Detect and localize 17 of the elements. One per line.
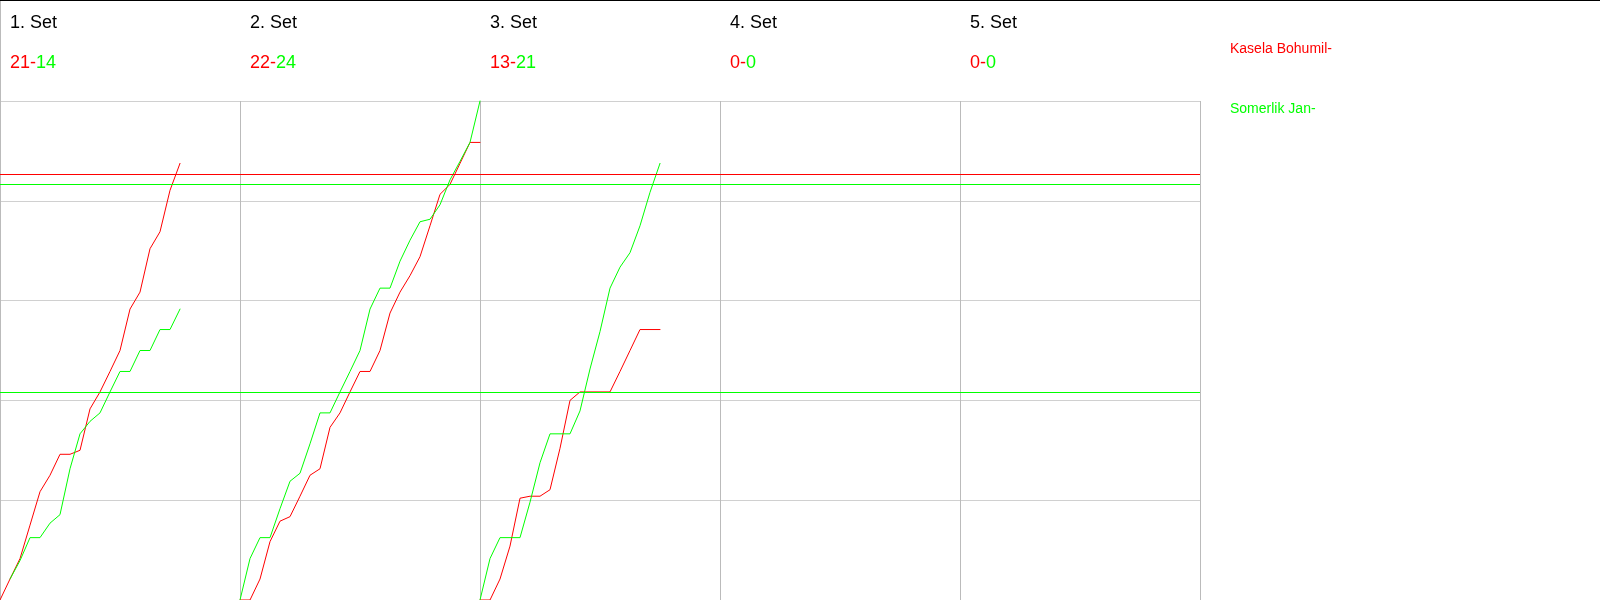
text: 14 [36, 52, 57, 72]
text: 0- [730, 52, 747, 72]
text: 3. Set [490, 12, 538, 32]
text: 2. Set [250, 12, 298, 32]
text: 13- [490, 52, 517, 72]
text: Somerlik Jan- [1230, 100, 1316, 116]
text: 22- [250, 52, 277, 72]
text: 5. Set [970, 12, 1018, 32]
text: 21 [516, 52, 537, 72]
text: Kasela Bohumil- [1230, 40, 1333, 56]
text: 1. Set [10, 12, 58, 32]
text: 24 [276, 52, 297, 72]
text: 0- [970, 52, 987, 72]
text: 4. Set [730, 12, 778, 32]
text: 0 [986, 52, 997, 72]
text: 21- [10, 52, 37, 72]
text: 0 [746, 52, 757, 72]
